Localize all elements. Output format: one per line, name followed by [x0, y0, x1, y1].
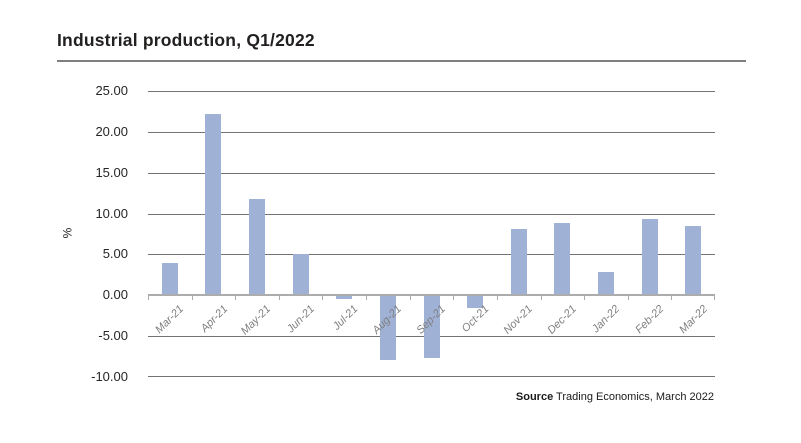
- x-axis-line: [148, 294, 715, 297]
- x-label-feb-22: Feb-22: [632, 303, 667, 337]
- x-axis-tick: [235, 296, 237, 301]
- bar-jan-22: [597, 272, 614, 296]
- x-label-mar-21: Mar-21: [153, 303, 187, 337]
- y-tick-label--10.00: -10.00: [91, 369, 128, 384]
- gridline-10.00: [148, 213, 715, 215]
- bar-aug-21: [379, 296, 396, 361]
- source-text: Trading Economics, March 2022: [553, 391, 714, 403]
- x-label-jun-21: Jun-21: [284, 303, 318, 336]
- x-axis-tick: [496, 296, 498, 301]
- x-label-nov-21: Nov-21: [501, 303, 536, 337]
- x-label-jan-22: Jan-22: [590, 303, 623, 336]
- gridline--10.00: [148, 376, 715, 377]
- bar-jul-21: [336, 296, 353, 299]
- chart-title: Industrial production, Q1/2022: [57, 30, 315, 50]
- y-tick-label-20.00: 20.00: [95, 123, 128, 139]
- bar-mar-21: [161, 263, 178, 296]
- x-label-oct-21: Oct-21: [459, 303, 492, 336]
- x-axis-tick: [714, 296, 715, 301]
- x-axis-tick: [322, 296, 324, 301]
- gridline-15.00: [148, 172, 715, 174]
- bar-feb-22: [641, 219, 658, 296]
- plot-area: Mar-21 Apr-21 May-21 Jun-21 Jul-21 Aug-21 Sep-…: [148, 91, 715, 377]
- gridline-20.00: [148, 131, 715, 133]
- x-axis-tick: [278, 296, 280, 301]
- x-label-may-21: May-21: [239, 303, 274, 338]
- y-tick-label-0.00: 0.00: [102, 287, 128, 303]
- bar-may-21: [249, 198, 266, 296]
- y-tick-label-10.00: 10.00: [95, 205, 128, 221]
- x-axis-tick: [627, 296, 629, 301]
- y-tick-label-5.00: 5.00: [102, 246, 128, 262]
- gridline-5.00: [148, 254, 715, 256]
- bar-mar-22: [685, 225, 702, 296]
- bar-nov-21: [510, 229, 527, 296]
- y-tick-label-25.00: 25.00: [95, 83, 128, 98]
- x-axis-tick: [366, 296, 368, 301]
- x-label-mar-22: Mar-22: [676, 303, 710, 337]
- bar-jun-21: [292, 254, 309, 296]
- x-label-dec-21: Dec-21: [545, 303, 579, 337]
- bar-oct-21: [467, 296, 484, 308]
- y-axis-title: %: [60, 227, 75, 239]
- bar-sep-21: [423, 296, 440, 358]
- gridline-25.00: [148, 91, 715, 92]
- source-caption: Source Trading Economics, March 2022: [516, 391, 714, 403]
- x-axis-tick: [191, 296, 193, 301]
- x-axis-tick: [671, 296, 673, 301]
- x-label-apr-21: Apr-21: [198, 303, 230, 335]
- x-axis-tick: [148, 296, 149, 301]
- x-axis-tick: [453, 296, 455, 301]
- bar-dec-21: [554, 223, 571, 296]
- x-axis-tick: [584, 296, 586, 301]
- title-underline: [57, 60, 746, 62]
- source-label: Source: [515, 391, 554, 403]
- y-tick-label-15.00: 15.00: [95, 164, 128, 180]
- bar-apr-21: [205, 113, 222, 296]
- x-axis-tick: [540, 296, 542, 301]
- x-label-jul-21: Jul-21: [331, 303, 361, 333]
- x-axis-tick: [409, 296, 411, 301]
- y-tick-label--5.00: -5.00: [98, 328, 128, 344]
